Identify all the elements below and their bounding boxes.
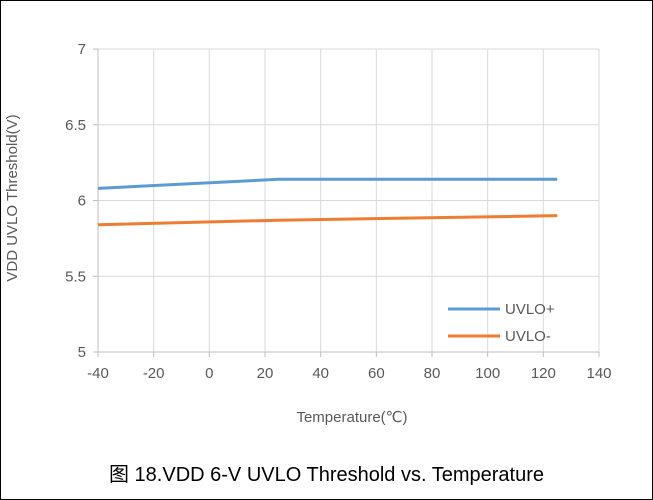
gridlines [98,48,600,352]
y-tick-label: 6.5 [65,117,86,134]
x-tick-label: 0 [205,365,213,382]
y-tick-label: 6 [78,193,86,210]
figure-caption: 图 18.VDD 6-V UVLO Threshold vs. Temperat… [109,464,544,486]
series-line-UVLO+ [97,177,558,190]
series-line-UVLO- [97,214,558,227]
x-axis-title: Temperature(℃) [296,409,407,426]
x-tick-label: 20 [257,365,274,382]
x-tick-label: 40 [312,365,329,382]
x-tick-label: 120 [531,365,556,382]
y-tick-label: 5 [78,344,86,361]
x-tick-label: 140 [586,365,611,382]
legend: UVLO+ UVLO- [448,301,555,345]
x-tick-label: 100 [475,365,500,382]
y-tick-label: 7 [78,41,86,58]
series-lines [97,177,558,227]
legend-label-UVLO+: UVLO+ [505,301,555,318]
y-tick-label: 5.5 [65,268,86,285]
tick-labels: -40 -20 0 20 40 60 80 100 120 140 5 5.5 6 6.5 7 [65,41,611,382]
x-tick-label: -40 [87,365,109,382]
axes [93,48,600,357]
x-tick-label: 80 [424,365,441,382]
x-tick-label: -20 [143,365,165,382]
legend-label-UVLO-: UVLO- [505,328,551,345]
y-axis-title: VDD UVLO Threshold(V) [4,114,21,281]
x-tick-label: 60 [368,365,385,382]
